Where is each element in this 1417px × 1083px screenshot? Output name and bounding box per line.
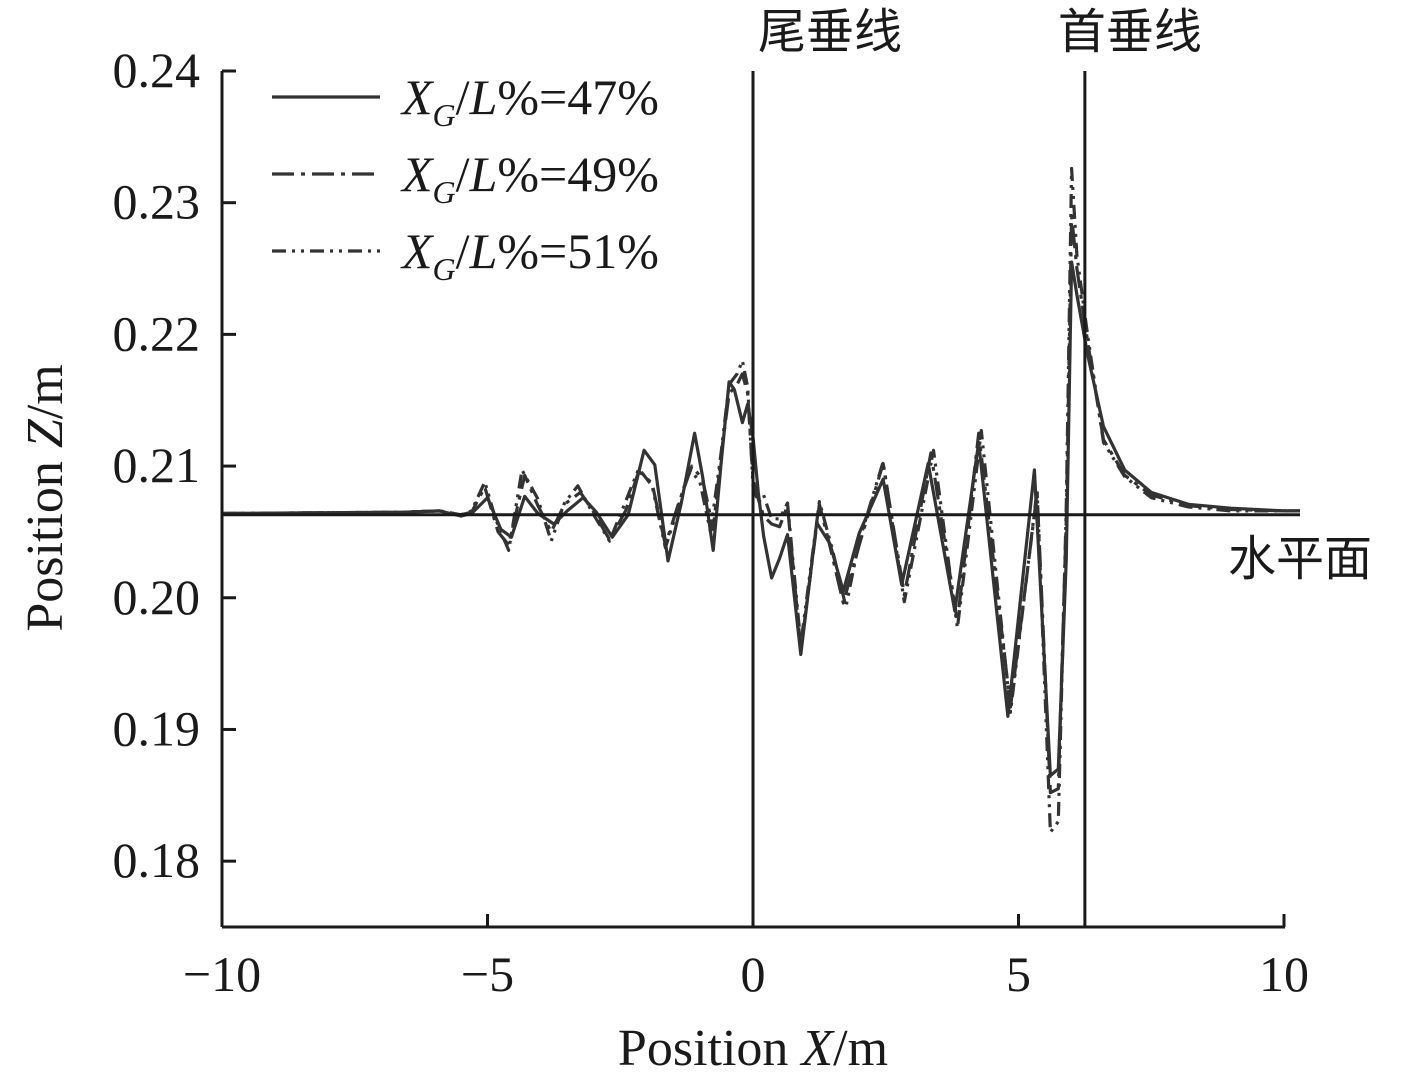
x-axis-title: Position X/m [618,1020,888,1077]
y-axis-title-prefix: Position [17,448,74,632]
legend-rest-tail: %=49% [497,146,659,202]
y-tick-label: 0.24 [113,42,201,98]
water-surface-label: 水平面 [1228,531,1372,587]
legend-entry-0: XG/L%=47% [400,69,659,133]
y-axis-title-var: Z [17,418,74,448]
y-tick-label: 0.18 [113,832,201,888]
x-axis-title-prefix: Position [618,1020,802,1077]
x-tick-label: 10 [1259,946,1309,1002]
y-tick-label: 0.19 [113,700,201,756]
annotations: 水平面 尾垂线 首垂线 [222,4,1372,927]
series-line-2 [221,166,1300,834]
legend-rest: /L%=49% [456,146,659,202]
legend-rest-tail: %=47% [497,69,659,125]
x-tick-label: 0 [741,946,766,1002]
legend-var: X [400,223,435,279]
legend-rest-tail: %=51% [497,223,659,279]
aft-perpendicular-label: 尾垂线 [758,4,902,60]
legend-rest-var: L [469,146,498,202]
legend-sub: G [433,174,456,210]
legend-rest: /L%=47% [456,69,659,125]
legend-rest-var: L [469,69,498,125]
plot-area [221,166,1300,834]
y-tick-label: 0.20 [113,569,201,625]
axes: −10 −5 0 5 10 0.18 0.19 0.20 0.21 0.22 0.23 0.24 [113,42,1310,1002]
legend-var: X [400,146,435,202]
y-axis-title: Position Z/m [17,364,74,631]
y-axis-title-unit: /m [17,364,74,419]
legend-sub: G [433,97,456,133]
y-tick-label: 0.21 [113,437,201,493]
legend-rest-var: L [469,223,498,279]
x-tick-label: −5 [461,946,514,1002]
legend-entry-2: XG/L%=51% [400,223,659,287]
x-axis-title-unit: /m [833,1020,888,1077]
legend-var: X [400,69,435,125]
x-axis-title-var: X [799,1020,835,1077]
x-tick-label: 5 [1006,946,1031,1002]
forward-perpendicular-label: 首垂线 [1058,4,1202,60]
legend-entry-1: XG/L%=49% [400,146,659,210]
series-line-1 [221,214,1300,795]
series-line-0 [221,260,1300,778]
x-tick-label: −10 [183,946,261,1002]
legend-rest: /L%=51% [456,223,659,279]
legend-sub: G [433,251,456,287]
y-tick-label: 0.22 [113,305,201,361]
y-tick-label: 0.23 [113,174,201,230]
legend: XG/L%=47%XG/L%=49%XG/L%=51% [272,69,659,287]
